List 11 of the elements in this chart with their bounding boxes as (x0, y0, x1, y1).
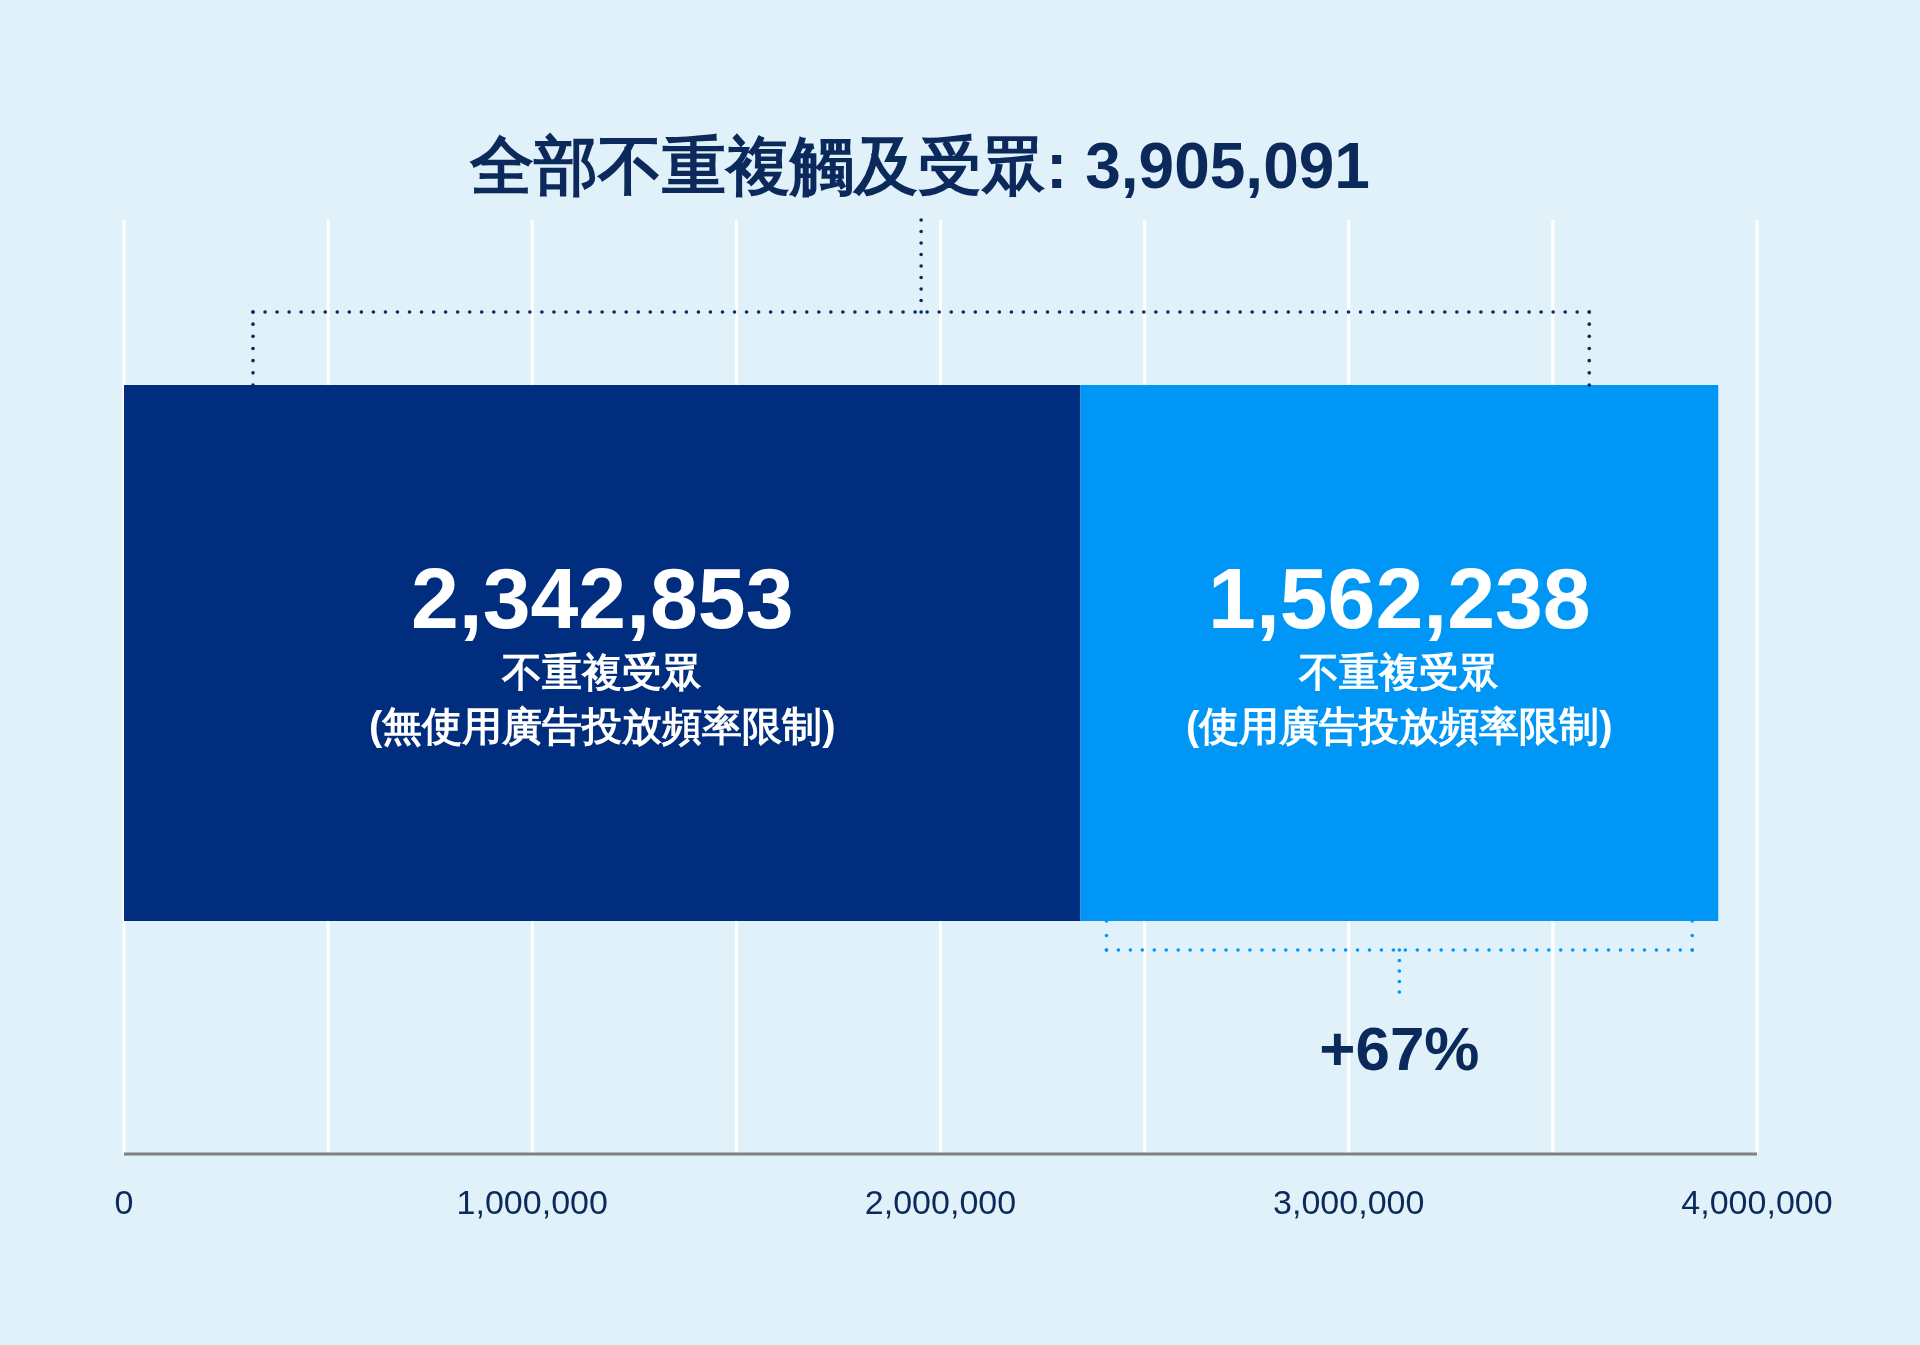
x-tick-label: 3,000,000 (1273, 1183, 1425, 1221)
annotation: +67% (1319, 1014, 1480, 1083)
series-label: 不重複受眾 (無使用廣告投放頻率限制) (368, 650, 836, 748)
chart-title: 全部不重複觸及受眾: 3,905,091 (469, 130, 1370, 202)
data-label: 2,342,853 (410, 550, 794, 646)
data-label: 1,562,238 (1208, 550, 1591, 646)
x-tick-label: 2,000,000 (864, 1183, 1017, 1221)
x-tick-label: 0 (114, 1183, 134, 1221)
x-tick-label: 4,000,000 (1681, 1183, 1833, 1221)
x-tick-label: 1,000,000 (456, 1183, 608, 1221)
series-label: 不重複受眾 (使用廣告投放頻率限制) (1186, 650, 1613, 748)
